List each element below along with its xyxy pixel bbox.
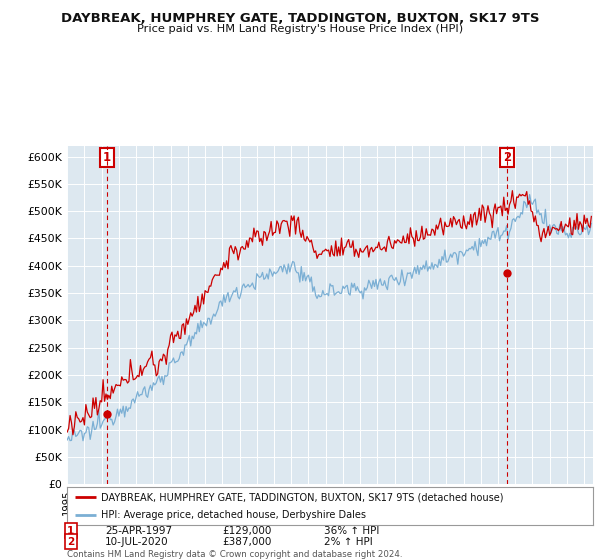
Text: Contains HM Land Registry data © Crown copyright and database right 2024.
This d: Contains HM Land Registry data © Crown c…: [67, 550, 403, 560]
Text: 1: 1: [67, 526, 74, 536]
Text: Price paid vs. HM Land Registry's House Price Index (HPI): Price paid vs. HM Land Registry's House …: [137, 24, 463, 34]
Text: 25-APR-1997: 25-APR-1997: [105, 526, 172, 536]
Text: 2: 2: [503, 151, 511, 164]
Text: 2: 2: [67, 536, 74, 547]
Text: DAYBREAK, HUMPHREY GATE, TADDINGTON, BUXTON, SK17 9TS: DAYBREAK, HUMPHREY GATE, TADDINGTON, BUX…: [61, 12, 539, 25]
Text: £129,000: £129,000: [222, 526, 271, 536]
Text: 1: 1: [103, 151, 111, 164]
Text: 2% ↑ HPI: 2% ↑ HPI: [324, 536, 373, 547]
Text: £387,000: £387,000: [222, 536, 271, 547]
Text: DAYBREAK, HUMPHREY GATE, TADDINGTON, BUXTON, SK17 9TS (detached house): DAYBREAK, HUMPHREY GATE, TADDINGTON, BUX…: [101, 492, 504, 502]
Text: HPI: Average price, detached house, Derbyshire Dales: HPI: Average price, detached house, Derb…: [101, 510, 367, 520]
Text: 36% ↑ HPI: 36% ↑ HPI: [324, 526, 379, 536]
Text: 10-JUL-2020: 10-JUL-2020: [105, 536, 169, 547]
